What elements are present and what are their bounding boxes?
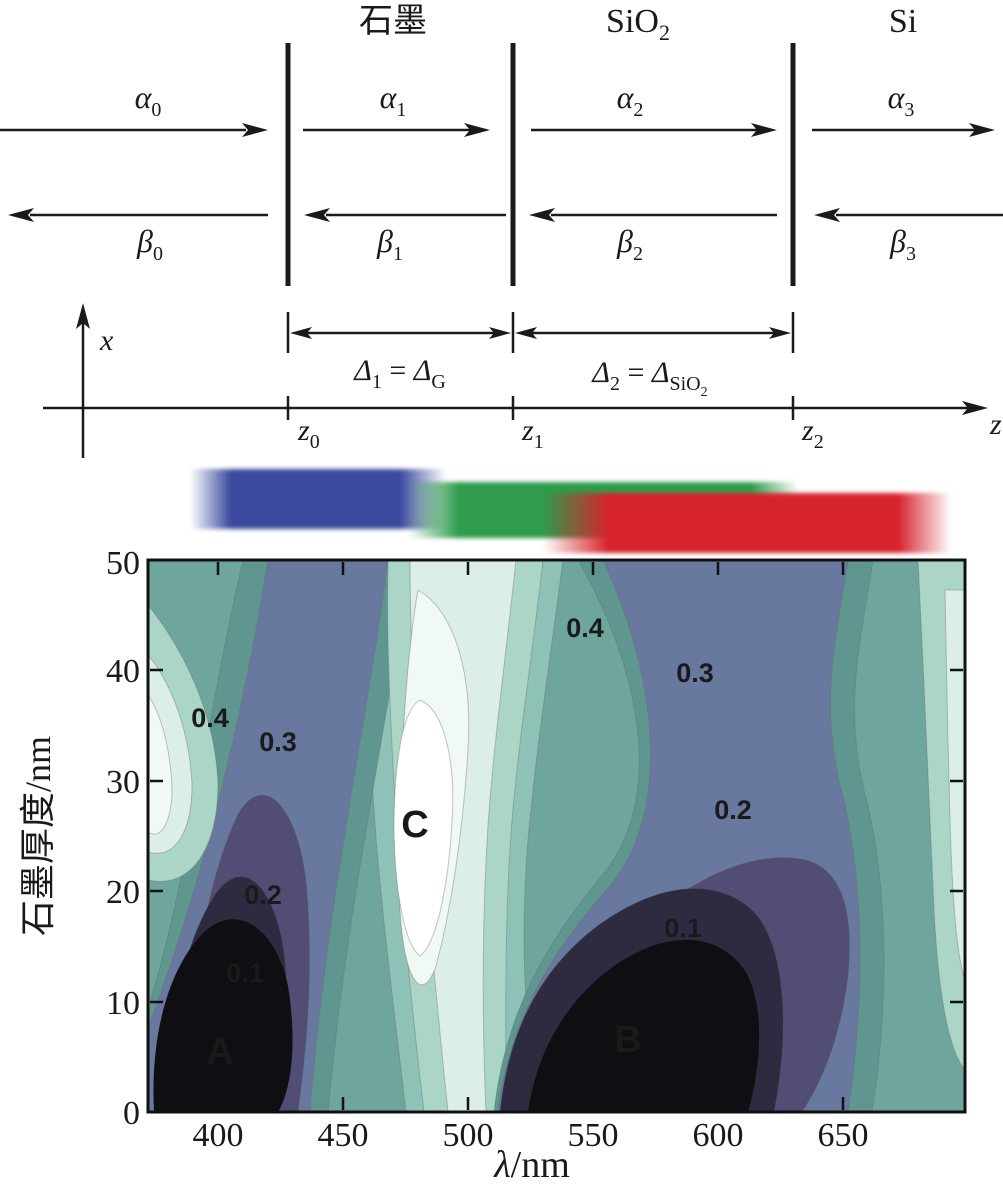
arrowhead-left-icon (529, 208, 555, 222)
x-tick-600: 600 (693, 1117, 744, 1154)
arrowhead-right-icon (489, 327, 511, 339)
alpha3-label: α3 (888, 79, 915, 121)
arrowhead-right-icon (242, 123, 268, 137)
coordinate-axes (43, 303, 988, 458)
media-label-si: Si (889, 3, 917, 40)
z0-label: z0 (297, 414, 320, 453)
x-axis-title: λ/nm (493, 1144, 570, 1186)
contour-label-03-right: 0.3 (676, 658, 714, 688)
y-tick-10: 10 (106, 985, 140, 1022)
media-label-graphite: 石墨 (359, 3, 427, 40)
contour-minimum-A (153, 919, 293, 1112)
contour-minimum-B (528, 939, 760, 1112)
contour-maximum-C (393, 699, 454, 957)
delta2-label: Δ2 = ΔSiO2 (591, 356, 707, 400)
layered-media-diagram: 石墨 SiO2 Si α0 α1 α2 α3 (0, 3, 1003, 458)
z2-label: z2 (801, 414, 824, 453)
x-tick-500: 500 (443, 1117, 494, 1154)
y-tick-labels: 50 40 30 20 10 0 (106, 548, 140, 1132)
contour-label-01-left: 0.1 (226, 958, 264, 988)
arrowhead-right-icon (769, 327, 791, 339)
y-tick-50: 50 (106, 548, 140, 582)
thickness-labels: Δ1 = ΔG Δ2 = ΔSiO2 (353, 354, 707, 400)
arrowhead-up-icon (76, 303, 90, 329)
x-tick-650: 650 (818, 1117, 869, 1154)
x-axis-label: x (99, 324, 114, 357)
contrast-contour-plot: 0.4 0.3 0.2 0.1 A C 0.4 0.3 0.2 0.1 B (18, 548, 967, 1186)
minimum-A-label: A (206, 1031, 233, 1073)
contour-band-white-left (148, 694, 173, 835)
x-tick-marks (216, 562, 845, 1110)
contour-label-01-right: 0.1 (664, 913, 702, 943)
beta-arrows (8, 208, 1003, 222)
delta1-label: Δ1 = ΔG (353, 354, 446, 393)
y-tick-30: 30 (106, 764, 140, 801)
x-tick-labels: 400 450 500 550 600 650 (193, 1117, 869, 1154)
x-tick-450: 450 (318, 1117, 369, 1154)
beta1-label: β1 (376, 223, 403, 265)
arrowhead-right-icon (962, 401, 988, 415)
contour-label-03-left: 0.3 (259, 727, 297, 757)
spectrum-band-red (543, 493, 951, 553)
y-tick-0: 0 (123, 1095, 140, 1132)
alpha-arrows (0, 123, 995, 137)
arrowhead-right-icon (751, 123, 777, 137)
x-tick-550: 550 (568, 1117, 619, 1154)
beta-labels: β0 β1 β2 β3 (136, 223, 916, 265)
alpha0-label: α0 (135, 79, 162, 121)
thickness-dimension-arrows (286, 312, 795, 353)
arrowhead-right-icon (464, 123, 490, 137)
contour-band-pale-right (944, 589, 965, 981)
axis-labels: x z z0 z1 z2 (99, 324, 1002, 453)
beta0-label: β0 (136, 223, 163, 265)
contour-field: 0.4 0.3 0.2 0.1 A C 0.4 0.3 0.2 0.1 B (148, 560, 965, 1112)
arrowhead-left-icon (304, 208, 330, 222)
y-tick-marks (150, 668, 963, 1004)
contour-labels: 0.4 0.3 0.2 0.1 A C 0.4 0.3 0.2 0.1 B (191, 613, 752, 1073)
y-tick-20: 20 (106, 874, 140, 911)
plot-frame (146, 558, 967, 1114)
alpha1-label: α1 (380, 79, 407, 121)
arrowhead-left-icon (290, 327, 312, 339)
contour-label-04-left: 0.4 (191, 703, 229, 733)
minimum-B-label: B (614, 1019, 641, 1061)
contour-label-02-left: 0.2 (244, 880, 282, 910)
plot-frame-and-ticks (146, 558, 967, 1114)
beta2-label: β2 (616, 223, 643, 265)
media-label-sio2: SiO2 (606, 3, 670, 45)
z-axis-label: z (989, 408, 1002, 441)
x-tick-400: 400 (193, 1117, 244, 1154)
beta3-label: β3 (889, 223, 916, 265)
contour-label-02-right: 0.2 (714, 795, 752, 825)
arrowhead-left-icon (814, 208, 840, 222)
z1-label: z1 (521, 414, 544, 453)
arrowhead-left-icon (515, 327, 537, 339)
spectrum-band-blue (190, 469, 446, 529)
alpha-labels: α0 α1 α2 α3 (135, 79, 915, 121)
maximum-C-label: C (401, 804, 428, 846)
arrowhead-left-icon (8, 208, 34, 222)
alpha2-label: α2 (617, 79, 644, 121)
y-axis-title: 石墨厚度/nm (18, 736, 58, 936)
arrowhead-right-icon (969, 123, 995, 137)
contour-label-04-right: 0.4 (566, 613, 604, 643)
y-tick-40: 40 (106, 653, 140, 690)
